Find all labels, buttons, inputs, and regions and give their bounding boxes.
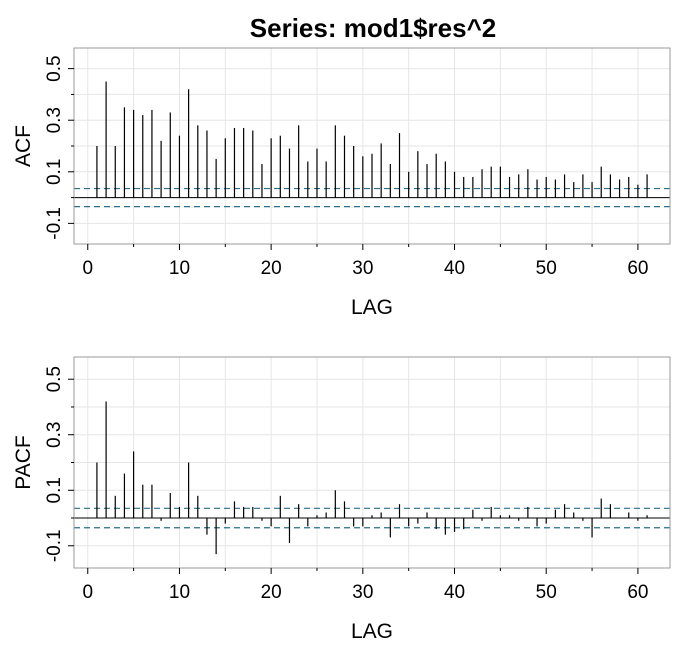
pacf-x-tick-label: 0 <box>82 582 93 603</box>
acf-panel: 0 10 20 30 40 50 60 -0.1 0.1 0.3 0.5 ACF LAG <box>12 47 671 319</box>
pacf-x-tick-label: 40 <box>444 582 465 603</box>
acf-x-tick-label: 60 <box>627 258 648 279</box>
pacf-x-tick-label: 30 <box>352 582 373 603</box>
acf-x-tick-label: 40 <box>444 258 465 279</box>
acf-y-tick-label: 0.3 <box>44 107 65 133</box>
acf-y-axis-title: ACF <box>12 125 35 167</box>
pacf-x-tick-label: 60 <box>627 582 648 603</box>
acf-y-tick-label: 0.5 <box>44 55 65 81</box>
pacf-y-tick-label: 0.5 <box>44 366 65 392</box>
pacf-y-tick-label: -0.1 <box>44 529 65 562</box>
pacf-x-axis-title: LAG <box>351 620 393 643</box>
acf-x-axis-title: LAG <box>351 296 393 319</box>
acf-x-tick-label: 30 <box>352 258 373 279</box>
pacf-y-tick-label: 0.1 <box>44 477 65 503</box>
pacf-y-axis-title: PACF <box>12 435 35 489</box>
pacf-y-tick-label: 0.3 <box>44 422 65 448</box>
chart-title: Series: mod1$res^2 <box>250 13 496 43</box>
acf-y-tick-label: 0.1 <box>44 159 65 185</box>
acf-x-tick-label: 20 <box>261 258 282 279</box>
pacf-x-tick-label: 10 <box>169 582 190 603</box>
pacf-x-tick-label: 50 <box>536 582 557 603</box>
acf-y-tick-label: -0.1 <box>44 207 65 240</box>
acf-x-tick-label: 50 <box>536 258 557 279</box>
acf-x-tick-label: 0 <box>82 258 93 279</box>
pacf-x-tick-label: 20 <box>261 582 282 603</box>
acf-x-tick-label: 10 <box>169 258 190 279</box>
pacf-panel: 0 10 20 30 40 50 60 -0.1 0.1 0.3 0.5 PACF LAG <box>12 356 671 643</box>
